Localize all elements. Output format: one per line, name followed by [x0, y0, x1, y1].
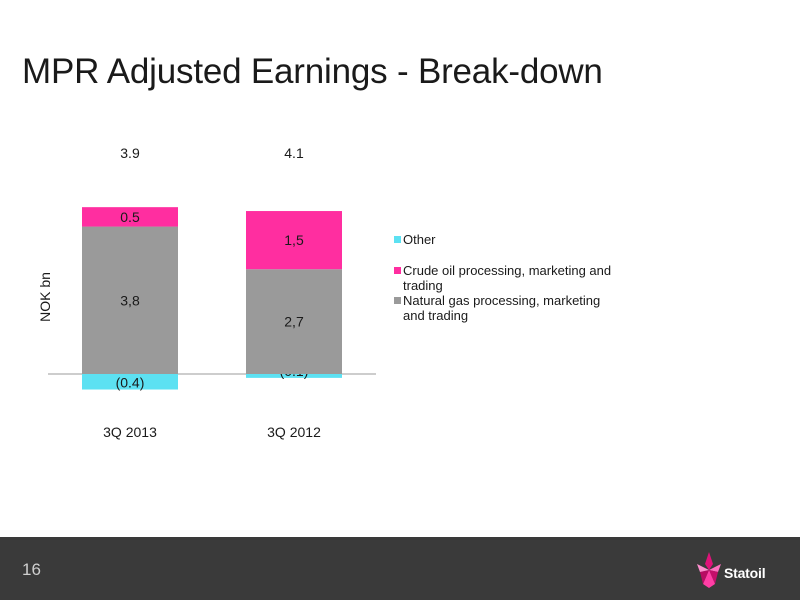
logo-text: Statoil — [724, 565, 766, 581]
legend-swatch-other — [394, 236, 401, 243]
legend-label-crude: Crude oil processing, marketing and trad… — [403, 263, 612, 293]
legend-swatch-natural-gas — [394, 297, 401, 304]
y-axis-label: NOK bn — [37, 272, 53, 322]
bar-other-3q-2013 — [82, 374, 178, 390]
legend-label-other: Other — [403, 232, 436, 247]
legend-item-crude: Crude oil processing, marketing and trad… — [394, 263, 618, 293]
statoil-logo: Statoil — [694, 548, 790, 592]
bar-crude-oil-processing-marketing-and-trading-3q-2013 — [82, 207, 178, 227]
data-label-other-3q-2013: (0.4) — [116, 375, 145, 391]
data-label-crude-oil-processing-marketing-and-trading-3q-2013: 0.5 — [120, 209, 140, 225]
legend-label-natural-gas: Natural gas processing, marketing and tr… — [403, 293, 601, 323]
legend-item-natural-gas: Natural gas processing, marketing and tr… — [394, 293, 618, 323]
statoil-star-icon — [697, 552, 721, 588]
legend-swatch-crude — [394, 267, 401, 274]
total-label-3q-2013: 3.9 — [120, 145, 140, 161]
legend-item-other: Other — [394, 232, 618, 247]
data-label-natural-gas-processing-marketing-and-trading-3q-2012: 2,7 — [284, 314, 304, 330]
bar-other-3q-2012 — [246, 374, 342, 378]
earnings-chart: (0.4)3,80.53.93Q 2013(0.1)2,71,54.13Q 20… — [37, 145, 376, 440]
bar-crude-oil-processing-marketing-and-trading-3q-2012 — [246, 211, 342, 270]
bar-natural-gas-processing-marketing-and-trading-3q-2013 — [82, 226, 178, 374]
page-number: 16 — [22, 560, 41, 579]
bar-natural-gas-processing-marketing-and-trading-3q-2012 — [246, 269, 342, 374]
total-label-3q-2012: 4.1 — [284, 145, 304, 161]
category-label-3q-2013: 3Q 2013 — [103, 424, 157, 440]
footer-bar: 16 Statoil — [0, 537, 800, 600]
category-label-3q-2012: 3Q 2012 — [267, 424, 321, 440]
data-label-crude-oil-processing-marketing-and-trading-3q-2012: 1,5 — [284, 232, 304, 248]
slide-title: MPR Adjusted Earnings - Break-down — [22, 52, 603, 91]
data-label-natural-gas-processing-marketing-and-trading-3q-2013: 3,8 — [120, 292, 140, 308]
